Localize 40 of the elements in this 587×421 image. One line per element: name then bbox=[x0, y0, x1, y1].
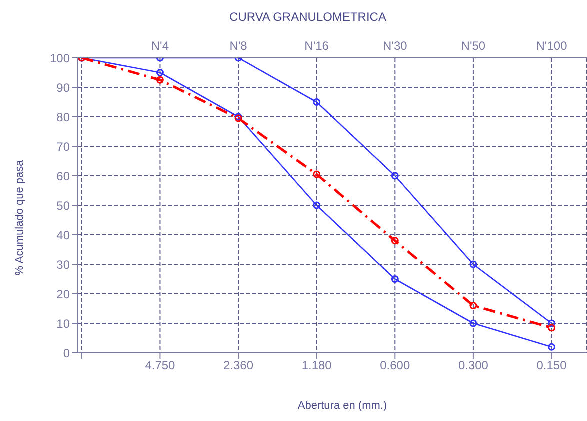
y-tick-label: 40 bbox=[56, 228, 70, 242]
point bbox=[313, 170, 321, 178]
y-tick-label: 50 bbox=[56, 198, 70, 213]
x-tick-label: 0.150 bbox=[536, 358, 568, 373]
y-tick-label: 70 bbox=[56, 140, 70, 154]
point bbox=[470, 320, 478, 328]
x-tick-label: 2.360 bbox=[224, 358, 254, 373]
y-tick-label: 100 bbox=[50, 51, 70, 66]
y-axis-title: % Acumulado que pasa bbox=[14, 160, 26, 276]
point bbox=[470, 302, 478, 310]
point bbox=[156, 69, 164, 76]
point bbox=[313, 202, 321, 210]
point bbox=[391, 276, 399, 283]
y-tick-label: 20 bbox=[56, 287, 70, 302]
y-tick-label: 0 bbox=[63, 346, 70, 360]
text: N'30 bbox=[382, 39, 408, 53]
point bbox=[156, 76, 164, 84]
point bbox=[548, 320, 556, 328]
x-tick-label: 0.300 bbox=[458, 358, 489, 373]
text: N'50 bbox=[461, 39, 486, 53]
point bbox=[391, 237, 399, 245]
x-tick-label: 0.600 bbox=[380, 358, 410, 373]
point bbox=[548, 324, 556, 332]
y-tick-label: 30 bbox=[56, 258, 70, 272]
chart-title: CURVA GRANULOMETRICA bbox=[228, 10, 388, 24]
text: N'16 bbox=[304, 39, 330, 53]
point bbox=[391, 172, 399, 180]
text: N'8 bbox=[230, 39, 248, 53]
x-tick-label: 4.750 bbox=[145, 358, 176, 373]
y-tick-label: 90 bbox=[56, 80, 70, 95]
x-axis-title: Abertura en (mm.) bbox=[296, 400, 388, 412]
point bbox=[470, 260, 478, 268]
x-tick-label: 1.180 bbox=[302, 358, 332, 373]
text: N'4 bbox=[151, 39, 170, 53]
point bbox=[548, 343, 556, 351]
y-tick-label: 10 bbox=[56, 316, 70, 331]
y-tick-label: 80 bbox=[56, 110, 70, 124]
text: N'100 bbox=[536, 39, 568, 53]
point bbox=[313, 98, 321, 106]
y-tick-label: 60 bbox=[56, 169, 70, 184]
